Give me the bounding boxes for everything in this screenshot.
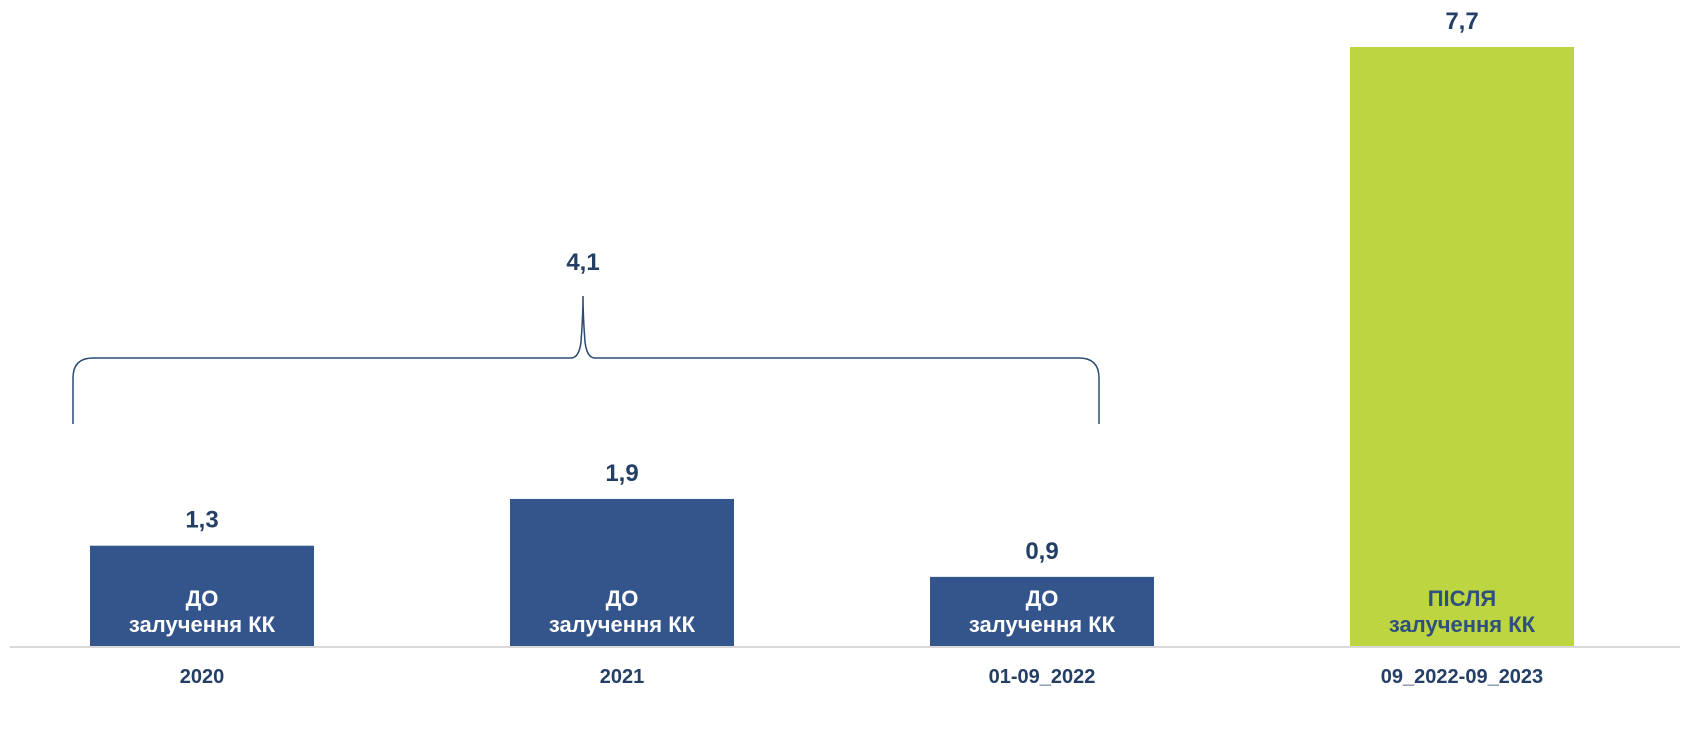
group-bracket <box>72 295 1100 424</box>
bar-09_2022-09_2023 <box>1350 47 1574 647</box>
bar-inner-label: ПІСЛЯ <box>1428 586 1497 611</box>
bar-2021 <box>510 498 734 647</box>
x-tick-label: 2021 <box>600 666 645 688</box>
x-tick-label: 2020 <box>180 666 225 688</box>
group-total-label: 4,1 <box>566 249 599 276</box>
bar-inner-label: залучення КК <box>549 612 696 637</box>
bar-inner-label: ДО <box>186 586 219 611</box>
bar-2020 <box>90 545 314 647</box>
bar-inner-label: ДО <box>1026 586 1059 611</box>
bar-01-09_2022 <box>930 576 1154 647</box>
value-label: 1,9 <box>605 460 638 487</box>
bar-inner-label: залучення КК <box>1389 612 1536 637</box>
x-tick-label: 09_2022-09_2023 <box>1381 666 1543 688</box>
value-label: 1,3 <box>185 507 218 534</box>
value-label: 0,9 <box>1025 538 1058 565</box>
bar-inner-label: залучення КК <box>129 612 276 637</box>
bar-inner-label: залучення КК <box>969 612 1116 637</box>
bars-group <box>90 47 1574 647</box>
value-label: 7,7 <box>1445 8 1478 35</box>
bar-inner-label: ДО <box>606 586 639 611</box>
x-tick-label: 01-09_2022 <box>989 666 1096 688</box>
